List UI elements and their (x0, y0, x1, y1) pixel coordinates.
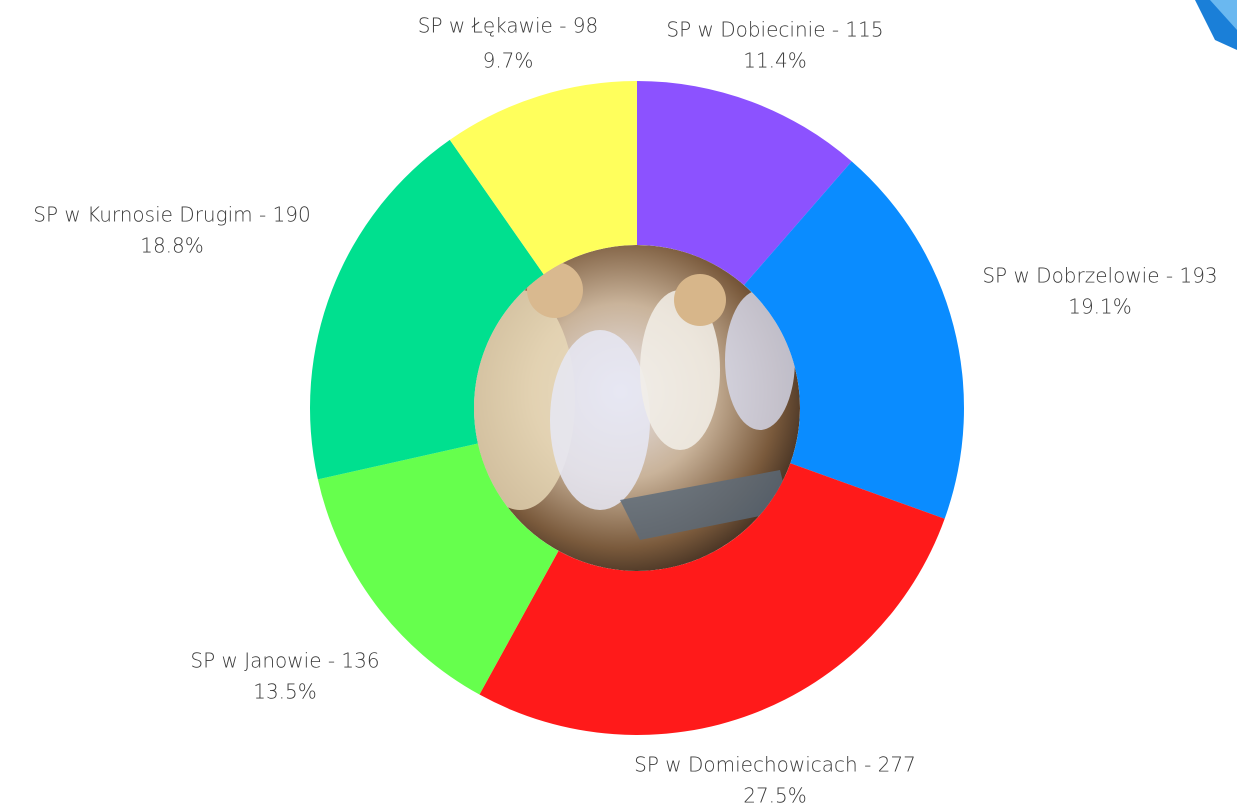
slices (310, 81, 965, 735)
logo-fragment (1210, 0, 1237, 30)
slice (744, 161, 965, 519)
slice (310, 139, 544, 480)
value-label: 18.8% (140, 234, 204, 258)
category-label: SP w Janowie - 136 (190, 649, 379, 673)
category-label: SP w Dobiecinie - 115 (666, 18, 883, 42)
slice (449, 81, 637, 275)
labels: SP w Dobiecinie - 115 11.4% SP w Dobrzelow… (33, 14, 1217, 805)
category-label: SP w Dobrzelowie - 193 (982, 264, 1217, 288)
category-label: SP w Domiechowicach - 277 (634, 753, 916, 777)
slice (479, 463, 945, 735)
category-label: SP w Łękawie - 98 (418, 14, 598, 38)
value-label: 27.5% (743, 784, 807, 805)
value-label: 13.5% (253, 680, 317, 704)
slice (317, 443, 559, 695)
slice (637, 81, 852, 286)
value-label: 19.1% (1068, 295, 1132, 319)
value-label: 9.7% (483, 49, 534, 73)
value-label: 11.4% (743, 49, 807, 73)
category-label: SP w Kurnosie Drugim - 190 (33, 203, 311, 227)
center-photo (474, 245, 800, 571)
